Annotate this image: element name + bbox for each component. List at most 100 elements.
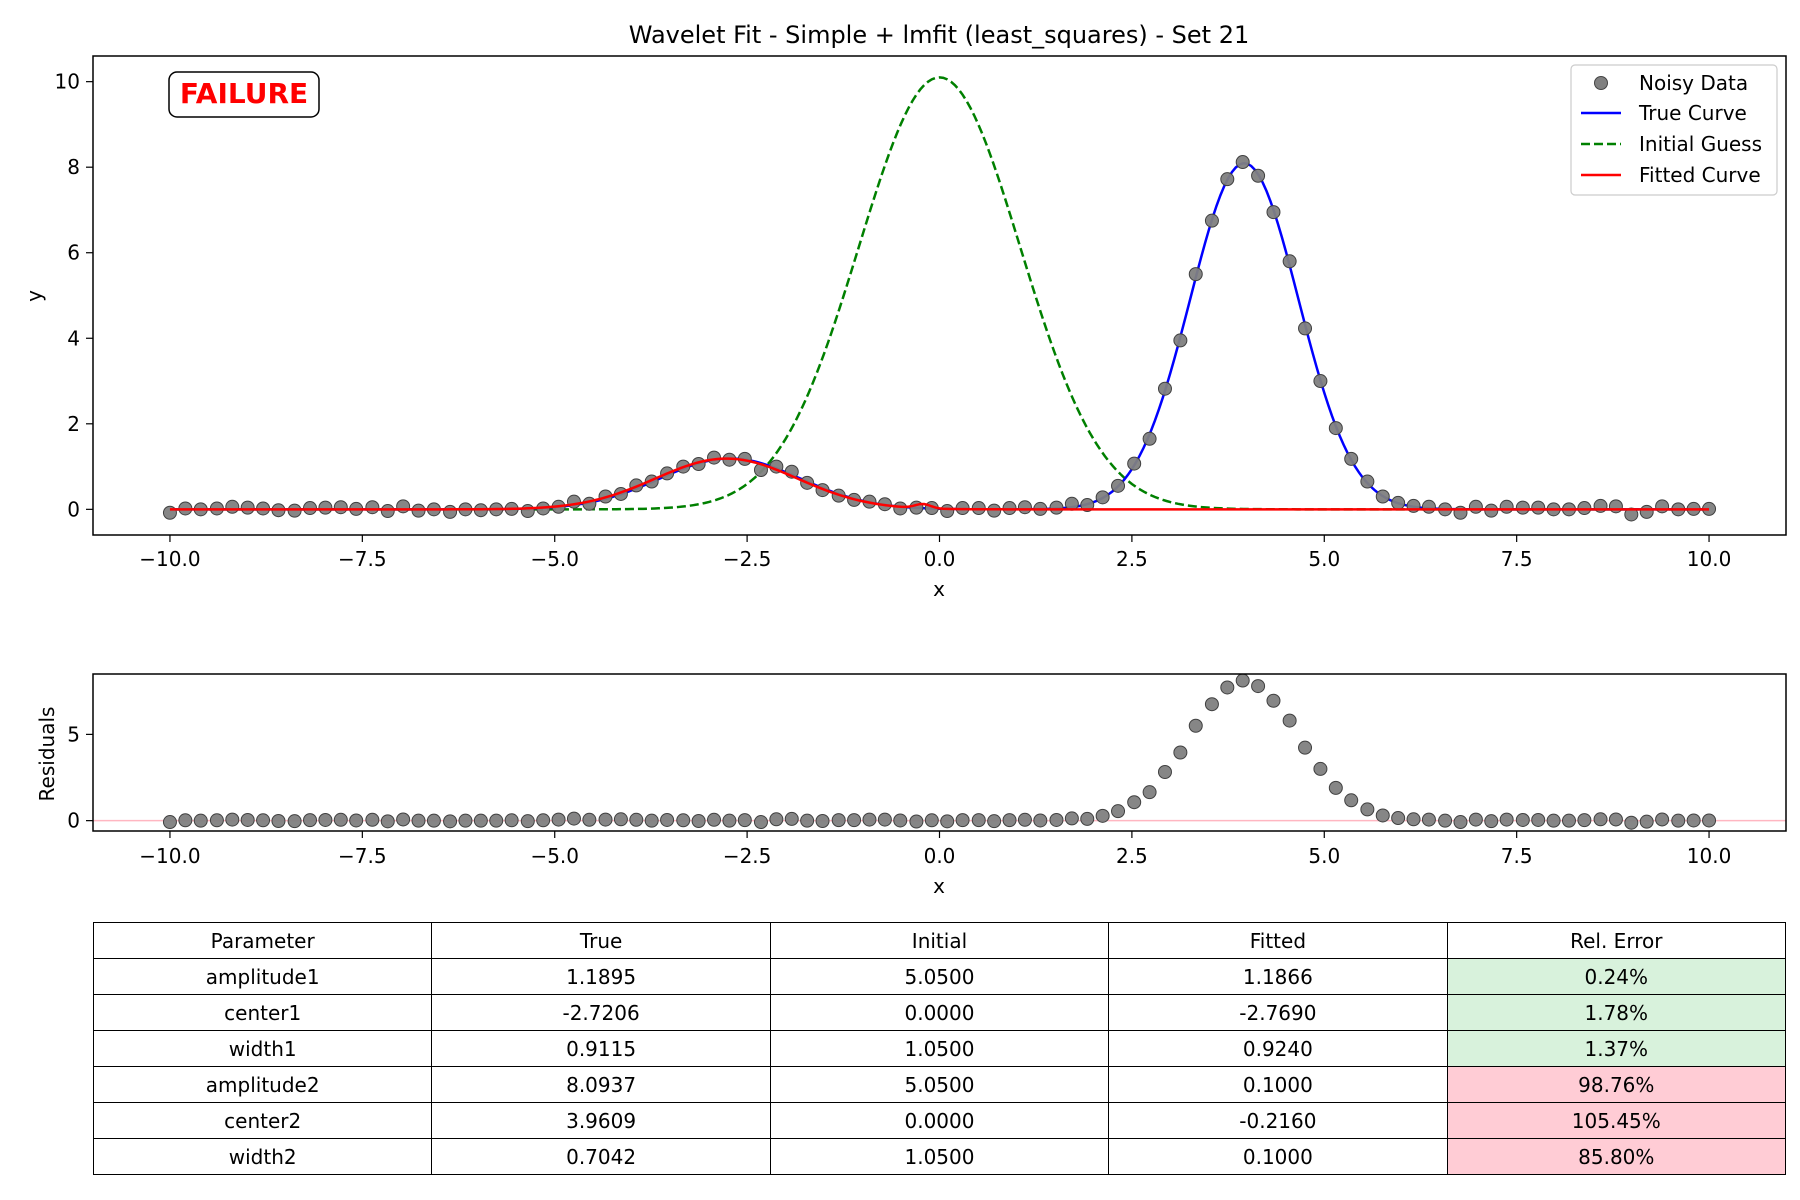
parameter-table: Parameter True Initial Fitted Rel. Error… <box>92 922 1787 1175</box>
noisy-data-point <box>1328 421 1343 436</box>
residual-point <box>504 813 519 828</box>
parameter-name-cell: amplitude1 <box>92 958 433 995</box>
noisy-data-point <box>1624 507 1639 522</box>
main-plot-frame <box>92 55 1787 536</box>
residuals-y-axis-label: Residuals <box>35 707 59 802</box>
residual-point <box>473 813 488 828</box>
table-cell: 0.7042 <box>431 1138 771 1175</box>
x-tick-label: −5.0 <box>530 844 579 868</box>
x-tick-label: 5.0 <box>1308 844 1340 868</box>
noisy-data-point <box>987 503 1002 518</box>
residual-point <box>1127 795 1142 810</box>
residual-point <box>1499 812 1514 827</box>
rel-error-cell: 1.78% <box>1446 994 1787 1031</box>
main-x-axis: −10.0 −7.5 −5.0 −2.5 0.0 2.5 5.0 7.5 10.0 <box>139 535 1731 571</box>
noisy-data-point <box>1204 213 1219 228</box>
residual-point <box>1531 812 1546 827</box>
residual-point <box>349 813 364 828</box>
residual-point <box>1375 808 1390 823</box>
residual-point <box>287 814 302 829</box>
noisy-data-point <box>365 500 380 515</box>
noisy-data-point <box>893 501 908 516</box>
residual-point <box>1577 813 1592 828</box>
residual-point <box>1049 812 1064 827</box>
noisy-data-point <box>1127 456 1142 471</box>
rel-error-cell: 98.76% <box>1446 1066 1787 1103</box>
residuals-x-axis-label: x <box>933 874 945 898</box>
initial-guess-curve-layer <box>169 76 1710 511</box>
residual-point <box>303 813 318 828</box>
x-tick-label: −2.5 <box>723 547 772 571</box>
residual-point <box>598 812 613 827</box>
table-cell: 8.0937 <box>431 1066 771 1103</box>
fitted-curve-line <box>169 457 1710 511</box>
residual-point <box>520 814 535 829</box>
table-cell: -2.7206 <box>431 994 771 1031</box>
table-cell: 3.9609 <box>431 1102 771 1139</box>
x-tick-label: 10.0 <box>1687 844 1732 868</box>
residual-point <box>1515 812 1530 827</box>
legend-item-true-curve: True Curve <box>1581 101 1747 125</box>
noisy-data-point <box>443 504 458 519</box>
table-cell: 1.0500 <box>769 1138 1110 1175</box>
residual-point <box>1468 812 1483 827</box>
noisy-data-point <box>1095 490 1110 505</box>
column-header: Parameter <box>92 922 433 959</box>
residual-point <box>426 813 441 828</box>
residual-point <box>1095 808 1110 823</box>
parameter-name-cell: width2 <box>92 1138 433 1175</box>
column-header: Rel. Error <box>1446 922 1787 959</box>
table-cell: -0.2160 <box>1108 1102 1448 1139</box>
table-cell: 0.1000 <box>1108 1138 1448 1175</box>
residuals-y-axis: 05 <box>67 722 93 833</box>
x-tick-label: −7.5 <box>338 547 387 571</box>
parameter-table-body: amplitude1 1.1895 5.0500 1.1866 0.24% center1… <box>92 958 1787 1175</box>
x-tick-label: 10.0 <box>1687 547 1732 571</box>
x-tick-label: −10.0 <box>139 844 200 868</box>
column-header: Initial <box>769 922 1110 959</box>
noisy-data-point <box>1515 500 1530 515</box>
residual-point <box>1251 679 1266 694</box>
residual-point <box>1608 812 1623 827</box>
residual-point <box>800 813 815 828</box>
residual-point <box>536 813 551 828</box>
residual-point <box>365 812 380 827</box>
residual-point <box>862 812 877 827</box>
noisy-data-point <box>1157 381 1172 396</box>
true-curve-line <box>169 161 1710 511</box>
noisy-data-point <box>380 504 395 519</box>
residual-point <box>1655 812 1670 827</box>
residual-point <box>1235 673 1250 688</box>
residual-point <box>582 812 597 827</box>
residual-point <box>178 813 193 828</box>
residual-point <box>209 813 224 828</box>
table-cell: 0.0000 <box>769 994 1110 1031</box>
residual-point <box>443 814 458 829</box>
y-tick-label: 0 <box>67 497 80 521</box>
table-row: width1 0.9115 1.0500 0.9240 1.37% <box>92 1030 1787 1067</box>
residual-point <box>847 813 862 828</box>
noisy-data-point <box>1173 333 1188 348</box>
noisy-data-point <box>1468 499 1483 514</box>
noisy-data-point <box>1421 499 1436 514</box>
legend-box <box>1570 64 1778 196</box>
x-tick-label: −2.5 <box>723 844 772 868</box>
table-cell: 0.1000 <box>1108 1066 1448 1103</box>
noisy-data-point <box>1111 478 1126 493</box>
x-tick-label: 0.0 <box>924 547 956 571</box>
x-tick-label: −5.0 <box>530 547 579 571</box>
residuals-plot: −10.0 −7.5 −5.0 −2.5 0.0 2.5 5.0 7.5 10.0 05 x R… <box>35 673 1787 898</box>
true-curve-layer <box>169 161 1710 511</box>
residual-point <box>1157 765 1172 779</box>
residual-point <box>1188 718 1203 733</box>
residual-point <box>1266 693 1281 708</box>
residual-point <box>1639 814 1654 829</box>
x-tick-label: −10.0 <box>139 547 200 571</box>
residuals-x-axis: −10.0 −7.5 −5.0 −2.5 0.0 2.5 5.0 7.5 10.0 <box>139 831 1731 868</box>
residual-point <box>380 814 395 829</box>
noisy-data-point <box>1002 501 1017 516</box>
parameter-name-cell: center2 <box>92 1102 433 1139</box>
residual-point <box>784 811 799 826</box>
y-tick-label: 6 <box>67 241 80 265</box>
residual-point <box>1593 812 1608 827</box>
